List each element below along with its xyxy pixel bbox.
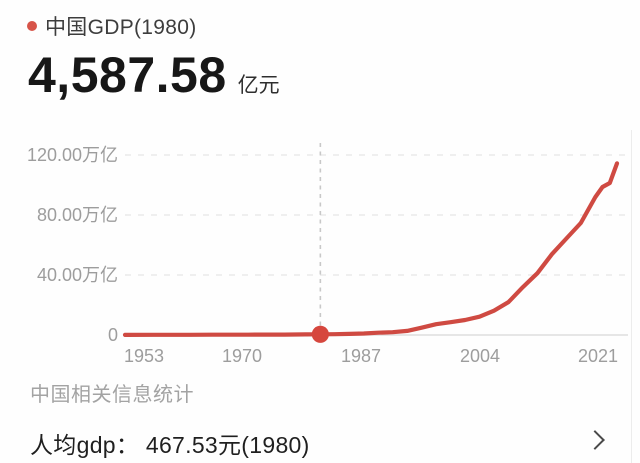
chart-plot-area[interactable] bbox=[0, 138, 640, 373]
x-axis-label: 2021 bbox=[577, 346, 619, 366]
gdp-line-chart[interactable]: 120.00万亿 80.00万亿 40.00万亿 0 1953 1970 198… bbox=[0, 138, 640, 373]
series-title: 中国GDP(1980) bbox=[45, 16, 197, 39]
per-capita-gdp-text: 人均gdp： 467.53元(1980) bbox=[30, 432, 310, 458]
x-axis-label: 1987 bbox=[340, 346, 382, 366]
card-right-edge bbox=[631, 130, 632, 463]
x-axis-label: 2004 bbox=[459, 346, 501, 366]
selected-value: 4,587.58 亿元 bbox=[28, 46, 280, 104]
gdp-unit: 亿元 bbox=[237, 74, 280, 97]
gdp-value: 4,587.58 bbox=[28, 47, 227, 103]
chart-legend: 中国GDP(1980) bbox=[27, 11, 197, 41]
x-axis-label: 1953 bbox=[123, 346, 165, 366]
per-capita-gdp-row[interactable]: 人均gdp： 467.53元(1980) bbox=[0, 420, 640, 463]
y-axis-label: 80.00万亿 bbox=[36, 205, 118, 225]
chevron-right-icon[interactable] bbox=[585, 430, 605, 450]
x-axis-label: 1970 bbox=[221, 346, 263, 366]
related-info-title: 中国相关信息统计 bbox=[30, 384, 194, 406]
y-axis-label: 0 bbox=[107, 325, 118, 345]
y-axis-label: 40.00万亿 bbox=[36, 265, 118, 285]
marker-dot-1980[interactable] bbox=[311, 325, 329, 343]
series-bullet-icon bbox=[27, 21, 37, 31]
y-axis-label: 120.00万亿 bbox=[26, 145, 118, 165]
